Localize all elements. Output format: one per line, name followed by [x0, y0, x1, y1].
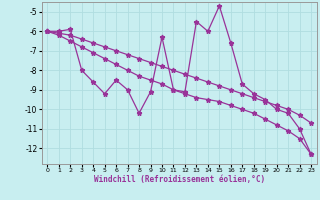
X-axis label: Windchill (Refroidissement éolien,°C): Windchill (Refroidissement éolien,°C): [94, 175, 265, 184]
